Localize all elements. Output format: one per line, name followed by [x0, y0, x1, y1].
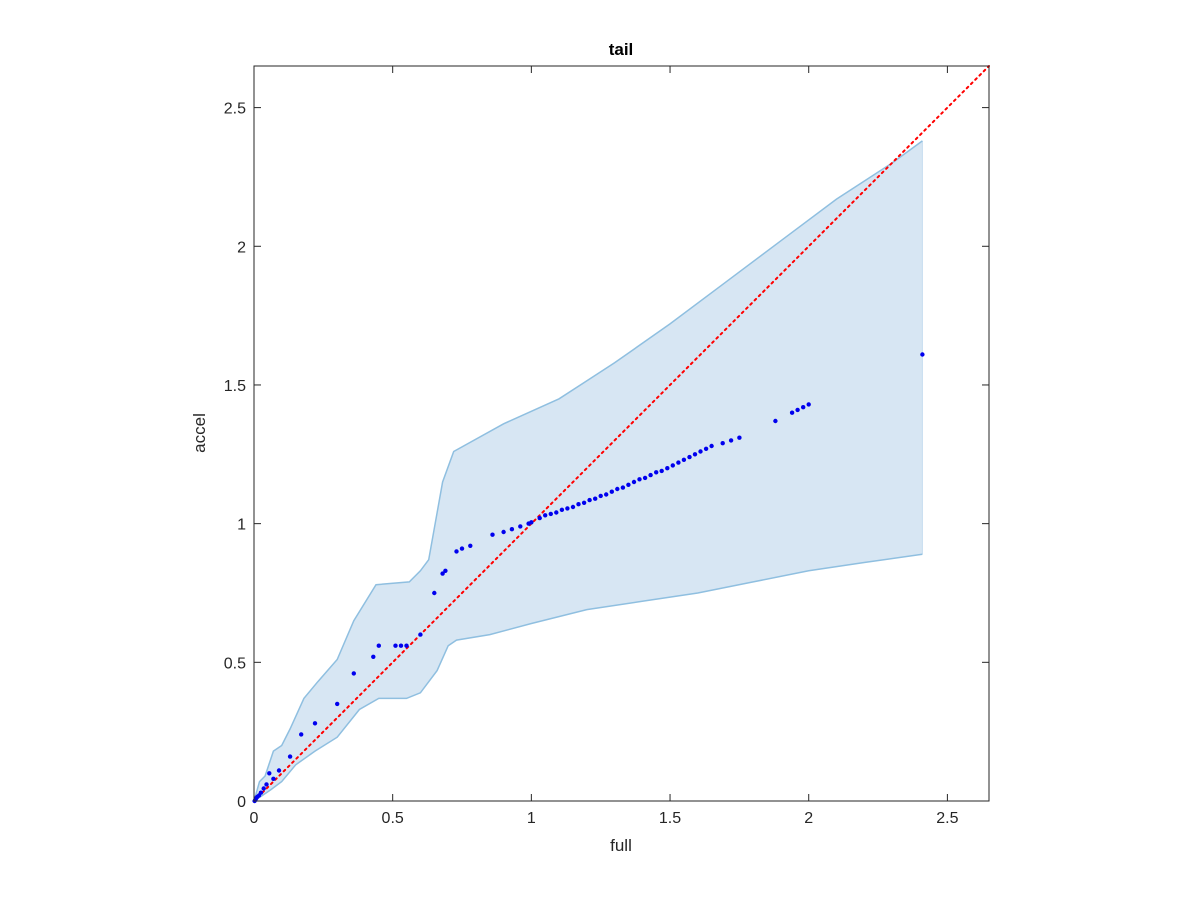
data-point	[393, 643, 398, 648]
data-point	[432, 590, 437, 596]
data-point	[509, 527, 515, 532]
data-point	[581, 500, 587, 505]
data-point	[404, 643, 409, 648]
data-point	[371, 654, 376, 659]
y-tick-label: 2.5	[224, 101, 246, 118]
data-point	[398, 643, 404, 648]
data-point	[459, 546, 465, 551]
data-point	[703, 446, 709, 451]
data-point	[529, 520, 534, 525]
data-point	[728, 438, 734, 443]
chart-title: tail	[609, 40, 634, 59]
data-point	[443, 568, 448, 573]
data-point	[287, 754, 293, 759]
data-point	[654, 470, 659, 475]
data-point	[264, 782, 269, 787]
data-point	[312, 721, 318, 726]
x-tick-label: 0	[250, 810, 259, 827]
data-point	[598, 493, 603, 499]
data-point	[801, 405, 806, 410]
data-point	[565, 506, 570, 511]
data-point	[920, 352, 925, 357]
data-point	[267, 771, 272, 776]
data-point	[665, 466, 670, 471]
axis-ticks: 0 0.5 1 1.5 2 2.5 0 0.5 1 1.5 2 2.5	[224, 66, 989, 827]
data-point	[670, 463, 675, 468]
axes-box	[253, 65, 990, 802]
data-point	[554, 510, 559, 515]
data-point	[537, 515, 542, 521]
data-point	[604, 492, 609, 497]
data-point	[609, 489, 614, 494]
data-point	[468, 543, 473, 548]
y-tick-label: 2	[237, 239, 246, 256]
reference-line	[253, 65, 990, 802]
data-point	[615, 486, 620, 492]
data-point	[593, 496, 598, 501]
y-tick-label: 1	[237, 517, 246, 534]
data-point	[631, 479, 637, 485]
data-point	[692, 452, 698, 457]
data-point	[642, 475, 648, 481]
data-point	[698, 449, 703, 454]
data-point	[548, 511, 553, 517]
data-point	[648, 472, 653, 478]
data-point	[737, 435, 742, 440]
data-point	[440, 571, 445, 576]
data-point	[681, 457, 687, 462]
data-points	[252, 352, 925, 804]
data-point	[490, 532, 495, 537]
data-point	[454, 549, 459, 554]
data-point	[299, 732, 304, 737]
data-point	[687, 454, 692, 460]
data-point	[637, 477, 642, 482]
x-axis-label: full	[610, 836, 632, 855]
data-point	[576, 502, 581, 507]
data-point	[620, 485, 626, 490]
identity-line	[253, 65, 990, 802]
y-axis-label: accel	[190, 413, 209, 453]
data-point	[418, 632, 423, 637]
data-point	[659, 468, 664, 474]
data-point	[709, 443, 714, 449]
band-upper-edge	[253, 140, 923, 802]
data-point	[587, 497, 592, 503]
x-tick-label: 0.5	[382, 810, 404, 827]
data-point	[789, 410, 795, 415]
data-point	[276, 768, 282, 773]
y-tick-label: 1.5	[224, 378, 246, 395]
data-point	[559, 507, 565, 512]
data-point	[335, 701, 340, 707]
data-point	[626, 482, 631, 487]
data-point	[271, 776, 276, 781]
x-tick-label: 2.5	[936, 810, 958, 827]
data-point	[261, 786, 266, 791]
data-point	[351, 671, 356, 676]
data-point	[773, 418, 778, 424]
data-point	[501, 529, 506, 535]
band-lower-edge	[253, 553, 923, 802]
x-tick-label: 1	[527, 810, 536, 827]
data-point	[258, 790, 264, 795]
data-point	[720, 441, 725, 446]
data-point	[376, 643, 381, 648]
data-point	[543, 513, 548, 518]
x-tick-label: 2	[804, 810, 813, 827]
data-point	[518, 524, 523, 529]
data-point	[795, 407, 800, 413]
data-point	[676, 460, 681, 465]
y-tick-label: 0.5	[224, 655, 246, 672]
data-point	[806, 402, 811, 407]
y-tick-label: 0	[237, 794, 246, 811]
x-tick-label: 1.5	[659, 810, 681, 827]
data-point	[570, 504, 576, 510]
